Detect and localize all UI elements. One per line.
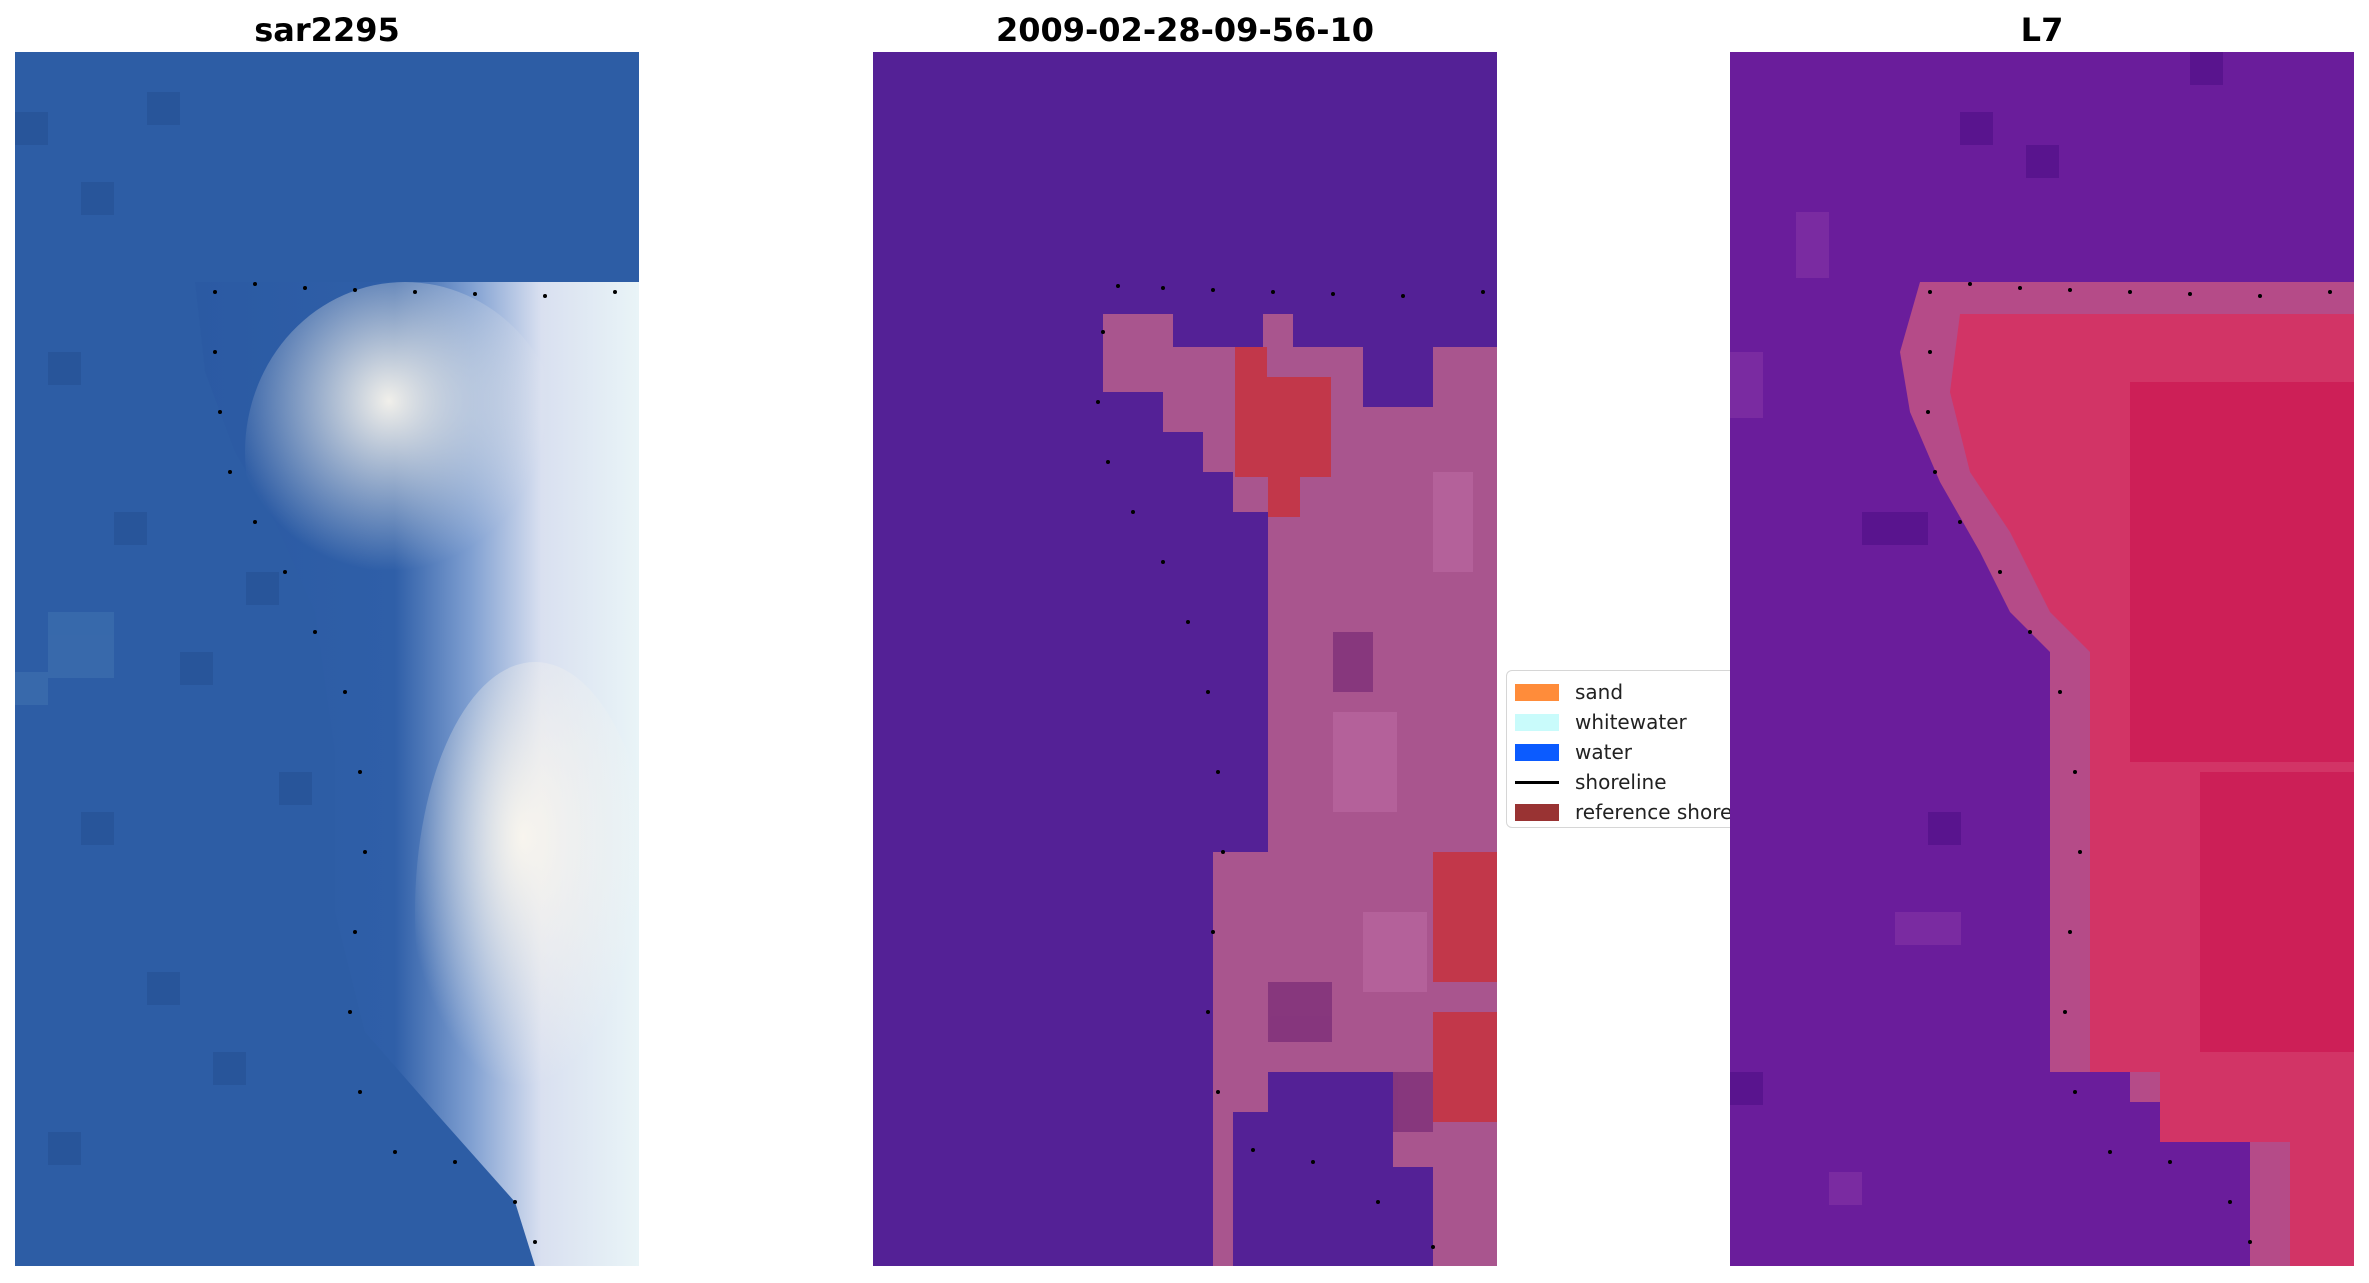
l7-image	[1730, 52, 2354, 1266]
sand-swatch	[1515, 683, 1559, 701]
reference-shoreline-swatch	[1515, 803, 1559, 821]
panel-title-classification: 2009-02-28-09-56-10	[995, 11, 1375, 49]
legend: sand whitewater water shoreline referenc…	[1506, 670, 1738, 828]
legend-label-sand: sand	[1575, 680, 1624, 704]
legend-item-reference-shoreline: reference shoreline	[1515, 797, 1737, 827]
sar-image-panel	[15, 52, 639, 1266]
panel-title-l7: L7	[2020, 11, 2064, 49]
legend-label-whitewater: whitewater	[1575, 710, 1687, 734]
l7-image-panel	[1730, 52, 2354, 1266]
legend-item-shoreline: shoreline	[1515, 767, 1737, 797]
legend-item-sand: sand	[1515, 677, 1737, 707]
water-swatch	[1515, 743, 1559, 761]
legend-item-whitewater: whitewater	[1515, 707, 1737, 737]
classification-image	[873, 52, 1497, 1266]
whitewater-swatch	[1515, 713, 1559, 731]
shoreline-line	[1515, 780, 1559, 784]
panel-title-sar: sar2295	[254, 11, 400, 49]
classification-panel	[873, 52, 1497, 1266]
sar-image	[15, 52, 639, 1266]
legend-label-shoreline: shoreline	[1575, 770, 1667, 794]
legend-label-reference-shoreline: reference shoreline	[1575, 800, 1738, 824]
legend-item-water: water	[1515, 737, 1737, 767]
legend-label-water: water	[1575, 740, 1632, 764]
